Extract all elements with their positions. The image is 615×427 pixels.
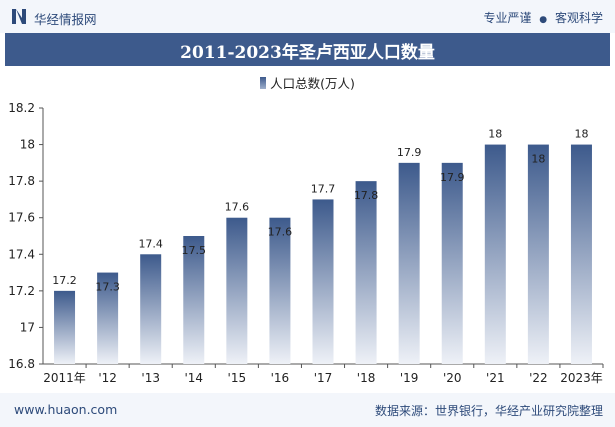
x-tick-label: 2023年 <box>560 371 603 385</box>
header-slogan: 专业严谨 ● 客观科学 <box>483 9 603 26</box>
y-tick-label: 18 <box>20 138 35 152</box>
top-bar: 华经情报网 专业严谨 ● 客观科学 <box>0 0 615 33</box>
x-tick-label: '15 <box>228 371 247 385</box>
x-tick-label: 2011年 <box>43 371 86 385</box>
bar <box>398 162 420 364</box>
bar <box>226 217 248 364</box>
y-tick-label: 17 <box>20 320 35 334</box>
data-label: 17.2 <box>52 274 77 287</box>
data-source: 数据来源：世界银行，华经产业研究院整理 <box>374 404 603 418</box>
x-tick-label: '16 <box>271 371 290 385</box>
slogan-part-2: 客观科学 <box>554 11 603 25</box>
data-label: 17.9 <box>397 146 422 159</box>
y-tick-label: 16.8 <box>8 357 35 371</box>
bar <box>527 144 549 364</box>
data-label: 17.8 <box>354 189 379 202</box>
x-tick-label: '18 <box>357 371 376 385</box>
data-label: 17.5 <box>182 244 207 257</box>
x-tick-label: '14 <box>184 371 203 385</box>
y-tick-label: 17.4 <box>8 247 35 261</box>
chart-axes: 16.8 17 17.2 17.4 17.6 17.8 18 18.2 2011年 '12 '13 '… <box>8 101 604 385</box>
data-label: 17.7 <box>311 182 336 195</box>
chart-bars <box>54 144 592 364</box>
x-tick-label: '12 <box>98 371 117 385</box>
x-tick-label: '13 <box>141 371 160 385</box>
y-tick-label: 18.2 <box>8 101 35 115</box>
y-tick-label: 17.2 <box>8 284 35 298</box>
legend-swatch <box>260 77 267 89</box>
slogan-part-1: 专业严谨 <box>483 11 532 25</box>
y-tick-label: 17.8 <box>8 174 35 188</box>
x-tick-label: '22 <box>529 371 548 385</box>
bar <box>97 272 119 364</box>
x-tick-label: '17 <box>314 371 333 385</box>
data-label: 18 <box>531 153 545 166</box>
bar <box>54 290 76 364</box>
bar <box>269 217 291 364</box>
title-bar: 2011-2023年圣卢西亚人口数量 <box>5 33 610 66</box>
data-label: 17.9 <box>440 171 465 184</box>
bar <box>140 254 162 364</box>
data-label: 17.6 <box>225 201 250 214</box>
slogan-dot: ● <box>539 15 548 25</box>
bar <box>312 199 334 364</box>
chart-data-labels: 17.2 17.3 17.4 17.5 17.6 17.6 17.7 17.8 17.9 17.9… <box>52 128 588 294</box>
data-label: 18 <box>488 128 502 141</box>
data-label: 18 <box>574 128 588 141</box>
bar <box>570 144 592 364</box>
x-tick-label: '20 <box>443 371 462 385</box>
data-label: 17.3 <box>95 281 120 294</box>
huajing-logo-icon <box>12 9 26 24</box>
chart-legend: 人口总数(万人) <box>0 73 615 92</box>
x-tick-label: '21 <box>486 371 505 385</box>
bar <box>355 181 377 364</box>
bar-chart: 16.8 17 17.2 17.4 17.6 17.8 18 18.2 2011年 '12 '13 '… <box>8 101 604 385</box>
data-label: 17.4 <box>138 237 163 250</box>
footer-bar: www.huaon.com 数据来源：世界银行，华经产业研究院整理 <box>0 393 615 427</box>
bar <box>484 144 506 364</box>
bar <box>183 236 205 364</box>
x-tick-label: '19 <box>400 371 419 385</box>
website-link[interactable]: www.huaon.com <box>14 402 118 417</box>
y-tick-label: 17.6 <box>8 211 35 225</box>
brand-name: 华经情报网 <box>34 12 97 27</box>
legend-label: 人口总数(万人) <box>270 76 355 91</box>
bar <box>441 162 463 364</box>
data-label: 17.6 <box>268 226 293 239</box>
chart-title: 2011-2023年圣卢西亚人口数量 <box>180 43 435 63</box>
